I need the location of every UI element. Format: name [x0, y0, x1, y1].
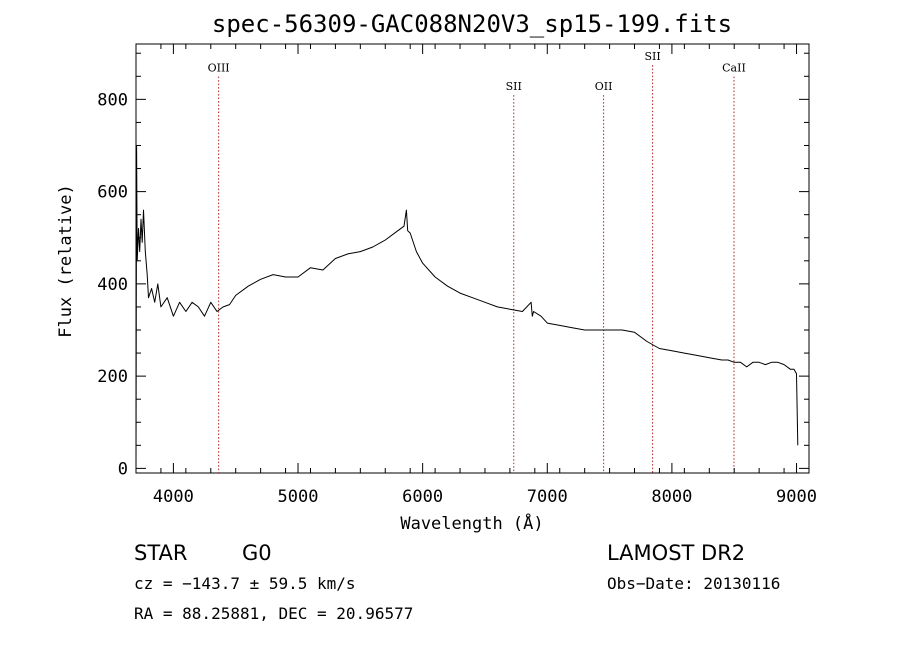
line-label-1: SII [506, 80, 522, 93]
emission-line-markers: OIII SII OII SII CaII [208, 50, 746, 473]
line-label-2: OII [595, 80, 613, 93]
x-tick-label: 4000 [153, 487, 194, 507]
y-axis: 0 200 400 600 800 [97, 52, 809, 479]
object-type: STAR [134, 541, 187, 565]
survey-name: LAMOST DR2 [607, 541, 745, 565]
x-tick-label: 5000 [278, 487, 319, 507]
x-tick-label: 8000 [651, 487, 692, 507]
plot-frame [135, 43, 810, 474]
chart-title: spec-56309-GAC088N20V3_sp15-199.fits [212, 10, 732, 38]
spectrum-series [135, 145, 799, 469]
y-tick-label: 800 [97, 90, 128, 110]
line-label-3: SII [644, 50, 660, 63]
spectrum-line-0 [135, 145, 799, 469]
coordinates-line: RA = 88.25881, DEC = 20.96577 [134, 604, 413, 623]
y-tick-label: 600 [97, 183, 128, 203]
x-tick-label: 6000 [402, 487, 443, 507]
x-tick-label: 9000 [776, 487, 817, 507]
obs-date-line: Obs−Date: 20130116 [607, 574, 780, 593]
y-tick-label: 200 [97, 367, 128, 387]
object-subclass: G0 [242, 541, 272, 565]
redshift-line: cz = −143.7 ± 59.5 km/s [134, 574, 356, 593]
x-tick-label: 7000 [527, 487, 568, 507]
x-axis-label: Wavelength (Å) [400, 512, 543, 534]
x-axis: 4000 5000 6000 7000 8000 9000 [135, 44, 817, 507]
line-label-0: OIII [208, 62, 230, 75]
y-axis-label: Flux (relative) [56, 184, 76, 338]
y-tick-label: 400 [97, 275, 128, 295]
line-label-4: CaII [722, 62, 746, 75]
y-tick-label: 0 [118, 459, 128, 479]
